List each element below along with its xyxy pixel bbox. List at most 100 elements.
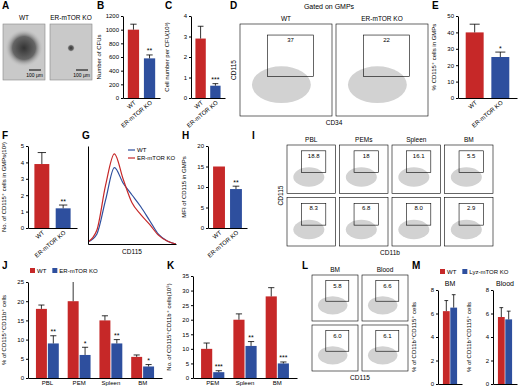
legend-entry: Lyz-mTOR KO (462, 269, 508, 275)
significance: *** (279, 354, 287, 361)
scale-bar (29, 70, 41, 71)
bar (213, 372, 224, 378)
y-tick-label: 20 (447, 63, 454, 69)
gate-percentage: 2.9 (467, 205, 476, 211)
y-tick-mark (191, 334, 193, 335)
cell-cloud (318, 346, 347, 364)
y-axis: 02468 (486, 287, 494, 387)
y-tick-label: 0 (184, 95, 188, 101)
cell-cloud (451, 220, 482, 239)
y-tick-mark (121, 84, 123, 85)
panel: Gated on GMPsWTER-mTOR KO3722CD34CD115D (230, 0, 428, 126)
panel: **020040060080010001200WTER-mTOR KONumbe… (96, 0, 161, 129)
y-tick-mark (206, 167, 208, 168)
column-label: Blood (377, 266, 394, 273)
column-label: PEMs (355, 136, 373, 143)
y-tick-label: 1000 (106, 27, 120, 33)
x-axis: WTER-mTOR KO (29, 228, 78, 259)
error-bar (499, 308, 503, 317)
marks (498, 308, 512, 384)
plot: **012345WTER-mTOR KONo. of CD115⁺ cells … (1, 142, 78, 259)
x-tick: ER-mTOR KO (471, 98, 504, 129)
y-tick: 15 (197, 164, 208, 170)
y-tick-label: 50 (447, 13, 454, 19)
legend-label: WT (137, 147, 147, 153)
x-axis: PBLPEMSpleenBM (29, 378, 163, 386)
y-tick-label: 1 (184, 75, 188, 81)
y-tick-label: 5 (186, 361, 190, 367)
y-tick-mark (121, 16, 123, 17)
y-tick-label: 3 (21, 176, 25, 182)
gate-percentage: 37 (287, 37, 294, 43)
y-tick-mark (26, 179, 28, 180)
marks (34, 153, 70, 228)
y-tick-label: 20 (182, 317, 189, 323)
x-axis-line (459, 98, 518, 99)
significance: * (147, 357, 150, 364)
y-tick: 4 (431, 334, 438, 340)
gate (407, 203, 431, 225)
flow-plot-frame (240, 24, 332, 116)
y-tick: 8 (486, 287, 493, 293)
plot: CD115WTER-mTOR KO (88, 147, 177, 256)
y-tick: 8 (431, 287, 438, 293)
bar (99, 320, 110, 378)
y-tick-label: 1200 (106, 13, 120, 19)
x-axis-line (439, 384, 463, 385)
y-axis-title: % of CD115⁺CD11b⁺ cells (1, 295, 7, 365)
cell-cloud (368, 346, 397, 364)
bar (233, 320, 244, 378)
y-tick-label: 2 (431, 358, 435, 364)
panel-letter: F (2, 130, 8, 141)
y-tick-mark (436, 361, 438, 362)
x-axis: WTER-mTOR KO (186, 98, 226, 129)
y-tick-mark (436, 314, 438, 315)
x-tick-label: ER-mTOR KO (186, 99, 219, 128)
y-tick-mark (26, 320, 28, 321)
x-tick: WT (212, 228, 223, 240)
y-tick: 200 (109, 82, 123, 88)
y-tick-mark (189, 98, 191, 99)
gate (376, 331, 399, 352)
bar (505, 319, 512, 384)
x-tick-label: Spleen (236, 380, 255, 386)
bar (450, 308, 457, 384)
error-bar (212, 84, 218, 86)
significance: ** (51, 328, 57, 335)
y-tick-label: 600 (109, 54, 120, 60)
y-tick-label: 35 (182, 273, 189, 279)
plot: **05101520WTER-mTOR KOMFI of CD115 in GM… (181, 143, 248, 258)
y-tick: 30 (182, 288, 193, 294)
bar (230, 189, 242, 228)
y-tick: 0 (21, 375, 28, 381)
gate (459, 203, 483, 225)
bar (144, 58, 155, 98)
y-tick-label: 6 (486, 311, 490, 317)
marks (443, 295, 457, 384)
legend-label: WT (37, 268, 47, 274)
y-tick-mark (456, 32, 458, 33)
y-axis-line (438, 291, 439, 385)
y-tick-label: 400 (109, 68, 120, 74)
y-tick: 800 (109, 41, 123, 47)
y-tick-mark (456, 98, 458, 99)
gate (302, 203, 326, 225)
error-bar (216, 371, 222, 372)
significance: ** (60, 198, 66, 205)
x-tick-label: PEM (73, 380, 86, 386)
legend-entry: WT (128, 147, 147, 153)
bar (195, 39, 205, 98)
y-tick: 2 (184, 54, 191, 60)
legend-swatch (462, 269, 467, 274)
bar (443, 311, 450, 384)
plot: *01020304050WTER-mTOR KO% CD115⁺ cells i… (431, 13, 518, 128)
x-tick: ER-mTOR KO (206, 228, 239, 259)
y-tick-mark (191, 305, 193, 306)
panel-letter: B (97, 0, 104, 11)
y-tick: 40 (447, 30, 458, 36)
y-tick-mark (456, 82, 458, 83)
y-tick: 1 (21, 209, 28, 215)
y-axis-line (208, 147, 209, 229)
error-bar (248, 342, 254, 346)
gate (364, 35, 410, 76)
